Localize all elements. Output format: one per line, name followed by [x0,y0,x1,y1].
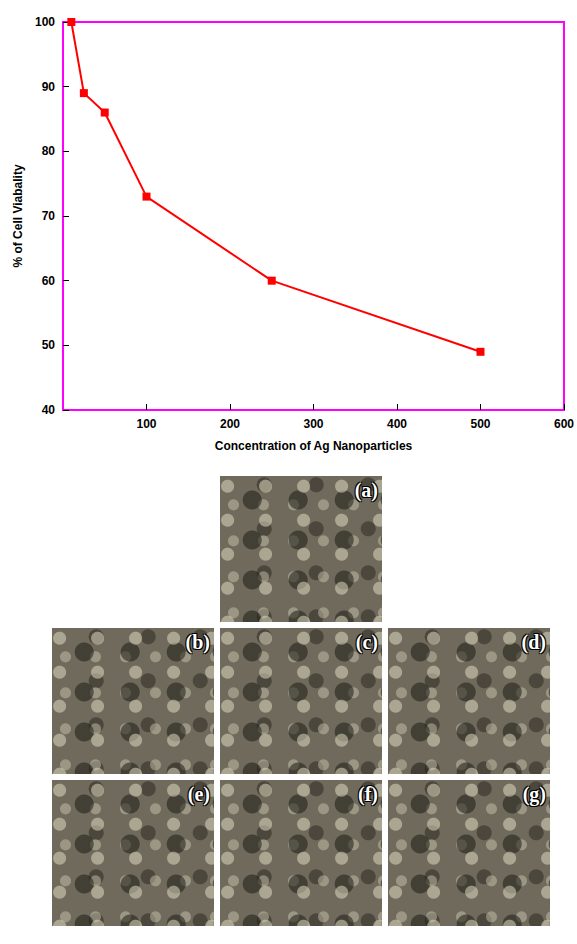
svg-text:100: 100 [136,417,156,431]
html-text:(b): (b) [185,631,210,653]
svg-text:40: 40 [42,403,56,417]
svg-text:600: 600 [554,417,574,431]
svg-text:70: 70 [42,209,56,223]
svg-text:400: 400 [387,417,407,431]
svg-text:Concentration of Ag Nanopartic: Concentration of Ag Nanoparticles [215,439,413,453]
svg-text:300: 300 [303,417,323,431]
svg-text:100: 100 [35,15,55,29]
svg-text:500: 500 [470,417,490,431]
html-text:(e): (e) [187,783,210,805]
svg-text:50: 50 [42,338,56,352]
svg-text:60: 60 [42,274,56,288]
html-text:(f): (f) [358,783,378,805]
html-text:(d): (d) [521,631,546,653]
svg-text:% of Cell Viabality: % of Cell Viabality [11,164,25,267]
html-text:(c): (c) [355,631,378,653]
svg-text:80: 80 [42,144,56,158]
svg-text:200: 200 [220,417,240,431]
html-text:(g): (g) [522,783,546,805]
html-text:(a): (a) [354,479,378,501]
svg-text:90: 90 [42,80,56,94]
